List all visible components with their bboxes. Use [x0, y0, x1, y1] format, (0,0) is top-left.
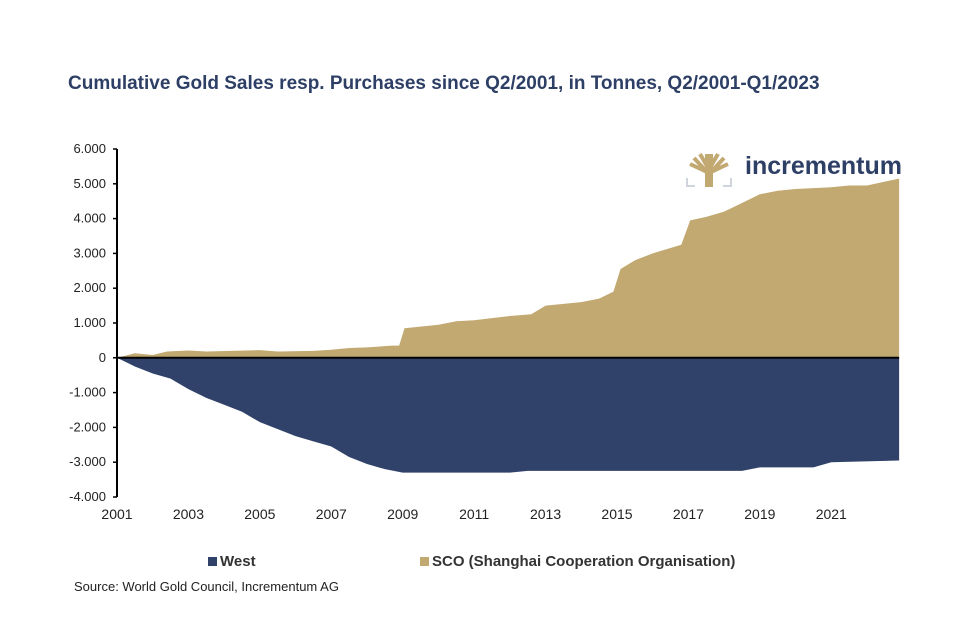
- y-tick-label: 6.000: [73, 141, 106, 156]
- y-tick-label: 4.000: [73, 211, 106, 226]
- x-tick-label: 2019: [744, 506, 775, 522]
- x-tick-label: 2021: [816, 506, 847, 522]
- x-tick-label: 2017: [673, 506, 704, 522]
- y-tick-label: -3.000: [69, 454, 106, 469]
- y-tick-label: 1.000: [73, 315, 106, 330]
- legend-swatch: [208, 557, 217, 566]
- x-tick-label: 2011: [459, 506, 489, 522]
- legend-label: West: [220, 553, 256, 570]
- legend-label: SCO (Shanghai Cooperation Organisation): [432, 553, 736, 570]
- y-tick-label: 3.000: [73, 245, 106, 260]
- legend-item-sco: SCO (Shanghai Cooperation Organisation): [420, 553, 735, 570]
- y-tick-label: 0: [99, 350, 106, 365]
- legend-swatch: [420, 557, 429, 566]
- x-tick-label: 2001: [101, 506, 132, 522]
- x-tick-label: 2003: [173, 506, 204, 522]
- logo-text: incrementum: [745, 152, 902, 180]
- y-tick-label: -2.000: [69, 419, 106, 434]
- y-tick-label: -4.000: [69, 489, 106, 504]
- source-note: Source: World Gold Council, Incrementum …: [74, 579, 339, 594]
- x-tick-label: 2013: [530, 506, 561, 522]
- x-tick-label: 2005: [244, 506, 275, 522]
- y-tick-label: 5.000: [73, 176, 106, 191]
- x-tick-label: 2009: [387, 506, 418, 522]
- y-tick-label: 2.000: [73, 280, 106, 295]
- area-series-west: [117, 357, 900, 473]
- y-tick-label: -1.000: [69, 385, 106, 400]
- x-tick-label: 2007: [316, 506, 347, 522]
- legend-item-west: West: [208, 553, 256, 570]
- area-series-sco: [117, 178, 900, 358]
- chart-title: Cumulative Gold Sales resp. Purchases si…: [68, 73, 820, 94]
- incrementum-tree-logo-icon: [686, 152, 732, 187]
- x-tick-label: 2015: [601, 506, 632, 522]
